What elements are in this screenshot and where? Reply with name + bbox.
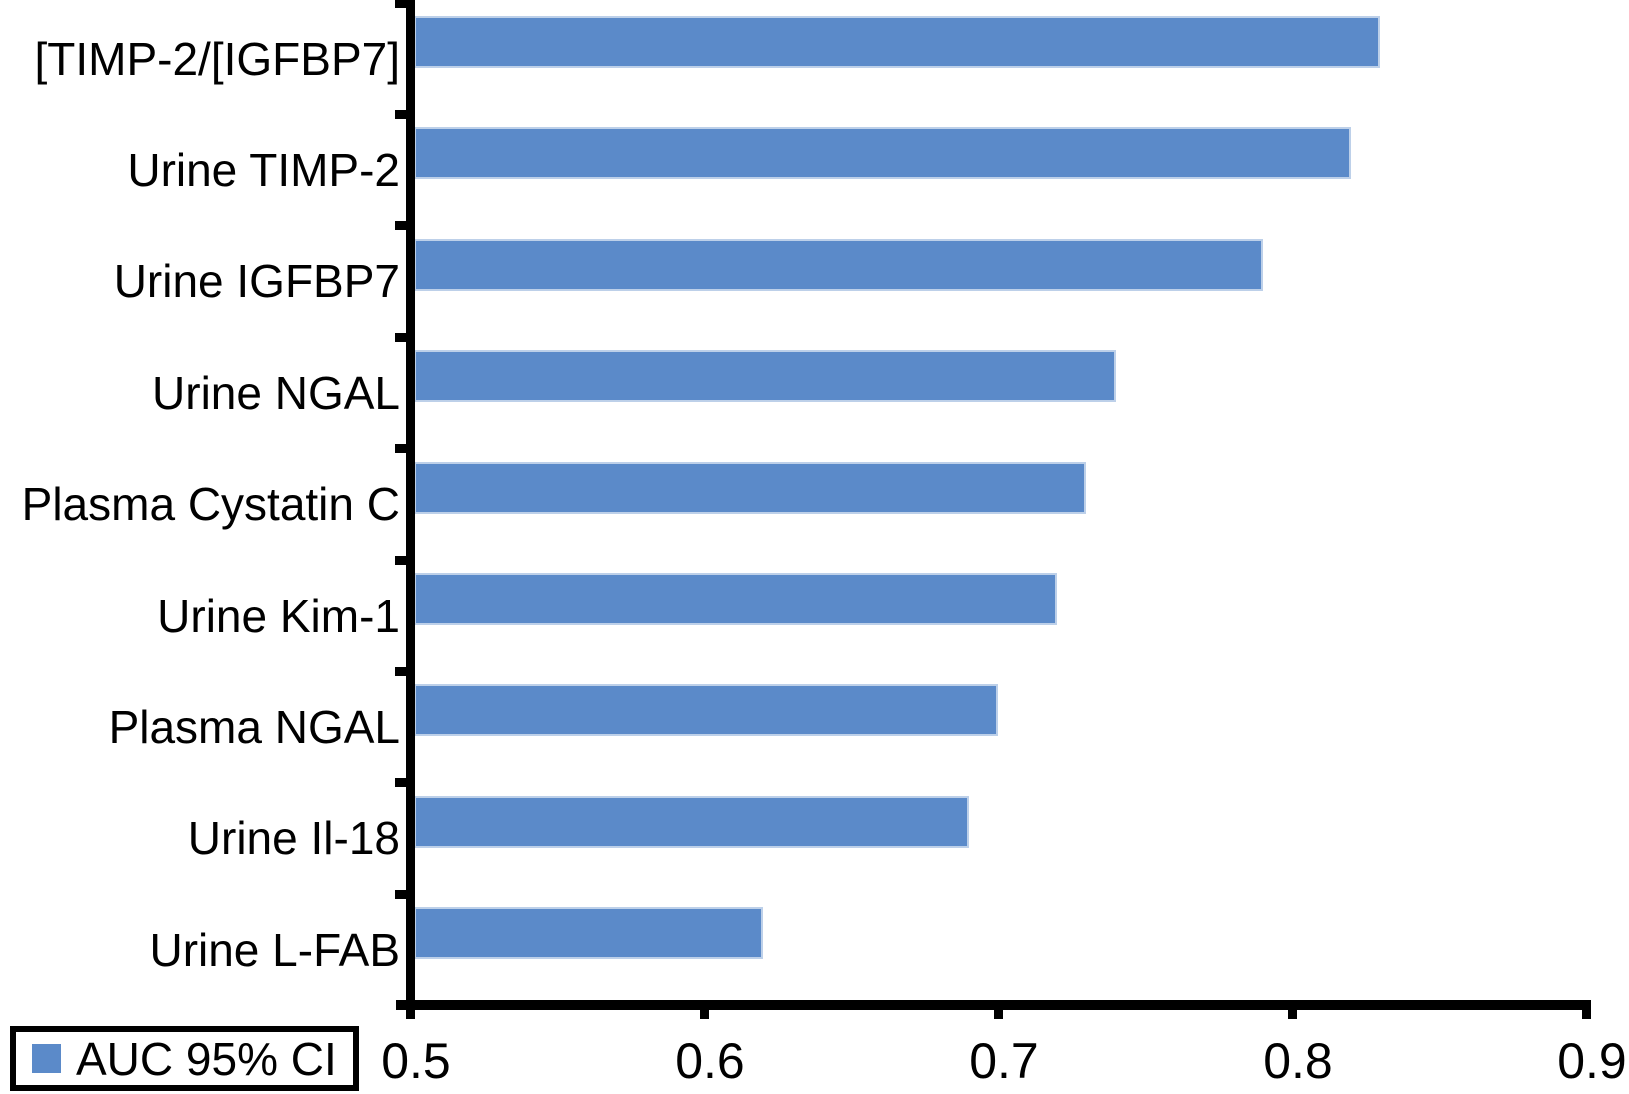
- legend-label: AUC 95% CI: [76, 1032, 337, 1085]
- bar: [414, 573, 1057, 625]
- x-tick-label: 0.9: [1557, 1033, 1627, 1089]
- y-axis-tick: [395, 109, 411, 119]
- y-axis-tick: [395, 666, 411, 676]
- category-label: Plasma NGAL: [108, 701, 400, 754]
- y-axis-tick: [395, 778, 411, 788]
- x-tick-label: 0.5: [381, 1033, 451, 1089]
- category-label: [TIMP-2/[IGFBP7]: [34, 32, 400, 85]
- bar: [414, 350, 1116, 403]
- y-axis-tick: [395, 444, 411, 454]
- bar: [414, 795, 969, 848]
- y-axis-tick: [395, 221, 411, 231]
- bar: [414, 16, 1381, 68]
- bar: [414, 684, 998, 737]
- category-label: Urine Il-18: [187, 812, 400, 865]
- category-label: Urine NGAL: [152, 366, 400, 419]
- y-axis-tick: [395, 332, 411, 342]
- x-tick-label: 0.8: [1263, 1033, 1333, 1089]
- category-label: Urine Kim-1: [157, 589, 400, 642]
- x-tick-label: 0.6: [675, 1033, 745, 1089]
- y-axis-tick: [395, 889, 411, 899]
- x-axis-line: [396, 1000, 1589, 1010]
- y-axis-tick: [395, 0, 411, 8]
- category-label: Urine TIMP-2: [127, 144, 400, 197]
- legend-swatch: [32, 1044, 61, 1073]
- legend: AUC 95% CI: [10, 1026, 359, 1091]
- category-label: Urine IGFBP7: [113, 255, 400, 308]
- bar: [414, 127, 1351, 180]
- y-axis-line: [406, 0, 415, 1019]
- y-axis-tick: [395, 555, 411, 565]
- x-tick-label: 0.7: [969, 1033, 1039, 1089]
- category-label: Plasma Cystatin C: [21, 478, 400, 531]
- category-label: Urine L-FAB: [149, 923, 400, 976]
- bar: [414, 461, 1087, 514]
- bar: [414, 907, 763, 960]
- bar: [414, 238, 1263, 291]
